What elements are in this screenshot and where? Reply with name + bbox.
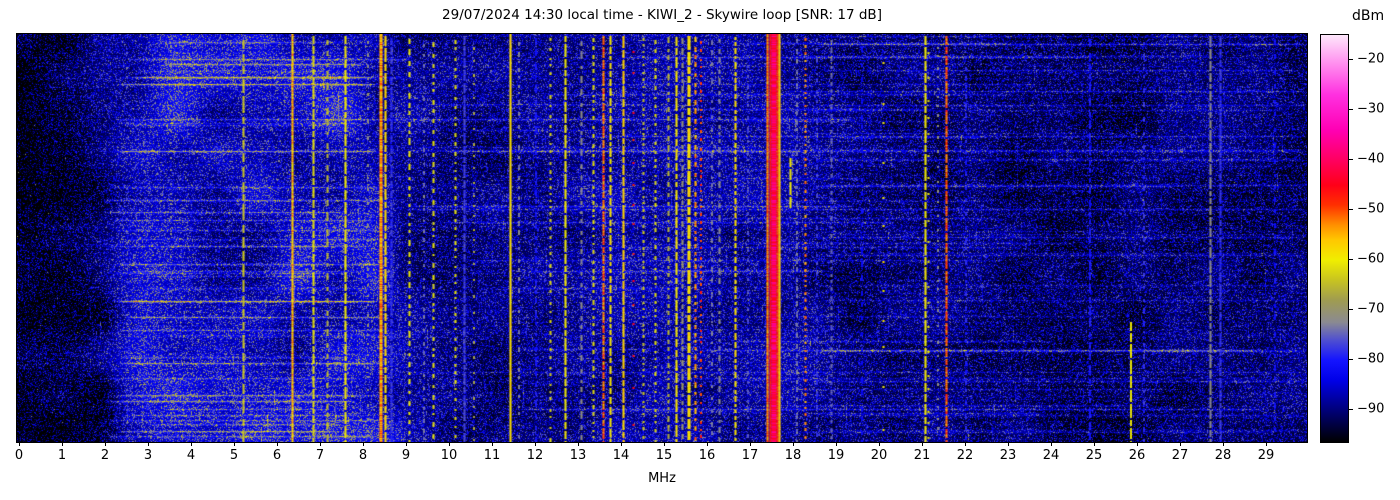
x-tick-mark	[1266, 442, 1267, 446]
x-tick-mark	[879, 442, 880, 446]
x-tick-label: 29	[1257, 448, 1275, 463]
colorbar-tick-label: −80	[1357, 351, 1385, 367]
colorbar-tick-mark	[1349, 259, 1353, 260]
plot-title: 29/07/2024 14:30 local time - KIWI_2 - S…	[442, 7, 882, 23]
x-tick-label: 0	[14, 448, 24, 463]
colorbar-tick-label: −20	[1357, 51, 1385, 67]
x-tick-mark	[320, 442, 321, 446]
plot-area	[16, 33, 1308, 443]
x-tick-mark	[621, 442, 622, 446]
x-tick-label: 12	[526, 448, 544, 463]
x-tick-label: 20	[870, 448, 888, 463]
x-tick-mark	[793, 442, 794, 446]
colorbar-tick-mark	[1349, 159, 1353, 160]
x-axis-label: MHz	[648, 471, 676, 486]
x-tick-mark	[664, 442, 665, 446]
x-tick-label: 8	[358, 448, 368, 463]
x-tick-label: 28	[1214, 448, 1232, 463]
x-tick-mark	[1094, 442, 1095, 446]
x-tick-label: 24	[1042, 448, 1060, 463]
x-tick-label: 6	[272, 448, 282, 463]
x-tick-mark	[1008, 442, 1009, 446]
colorbar-tick-label: −60	[1357, 251, 1385, 267]
x-tick-mark	[750, 442, 751, 446]
x-tick-label: 13	[569, 448, 587, 463]
x-tick-label: 9	[401, 448, 411, 463]
x-tick-mark	[1180, 442, 1181, 446]
x-tick-label: 26	[1128, 448, 1146, 463]
x-tick-label: 19	[827, 448, 845, 463]
x-tick-label: 18	[784, 448, 802, 463]
x-tick-mark	[363, 442, 364, 446]
x-tick-mark	[965, 442, 966, 446]
colorbar-tick-mark	[1349, 59, 1353, 60]
x-tick-label: 21	[913, 448, 931, 463]
colorbar-tick-label: −40	[1357, 151, 1385, 167]
x-tick-mark	[277, 442, 278, 446]
x-tick-mark	[492, 442, 493, 446]
colorbar	[1320, 34, 1349, 443]
x-tick-mark	[19, 442, 20, 446]
x-tick-mark	[922, 442, 923, 446]
x-tick-label: 3	[143, 448, 153, 463]
spectrogram-canvas	[17, 34, 1307, 442]
x-tick-mark	[148, 442, 149, 446]
x-tick-mark	[1137, 442, 1138, 446]
x-tick-label: 22	[956, 448, 974, 463]
x-tick-mark	[578, 442, 579, 446]
colorbar-tick-mark	[1349, 409, 1353, 410]
x-tick-mark	[105, 442, 106, 446]
x-tick-mark	[406, 442, 407, 446]
x-tick-label: 17	[741, 448, 759, 463]
x-tick-mark	[1223, 442, 1224, 446]
x-tick-label: 14	[612, 448, 630, 463]
x-tick-mark	[449, 442, 450, 446]
colorbar-tick-label: −70	[1357, 301, 1385, 317]
colorbar-tick-label: −90	[1357, 401, 1385, 417]
x-tick-label: 10	[440, 448, 458, 463]
x-tick-label: 25	[1085, 448, 1103, 463]
x-tick-label: 23	[999, 448, 1017, 463]
x-tick-label: 16	[698, 448, 716, 463]
colorbar-tick-mark	[1349, 309, 1353, 310]
x-tick-label: 4	[186, 448, 196, 463]
x-tick-mark	[1051, 442, 1052, 446]
x-tick-label: 2	[100, 448, 110, 463]
x-tick-label: 11	[483, 448, 501, 463]
x-tick-label: 7	[315, 448, 325, 463]
colorbar-gradient	[1321, 35, 1348, 442]
colorbar-tick-mark	[1349, 109, 1353, 110]
colorbar-tick-label: −50	[1357, 201, 1385, 217]
colorbar-unit-label: dBm	[1352, 8, 1385, 24]
x-tick-label: 1	[57, 448, 67, 463]
colorbar-tick-label: −30	[1357, 101, 1385, 117]
x-tick-label: 27	[1171, 448, 1189, 463]
x-tick-label: 5	[229, 448, 239, 463]
x-tick-mark	[191, 442, 192, 446]
x-tick-mark	[707, 442, 708, 446]
x-tick-label: 15	[655, 448, 673, 463]
colorbar-tick-mark	[1349, 359, 1353, 360]
x-tick-mark	[234, 442, 235, 446]
x-tick-mark	[836, 442, 837, 446]
colorbar-tick-mark	[1349, 209, 1353, 210]
x-tick-mark	[62, 442, 63, 446]
x-tick-mark	[535, 442, 536, 446]
